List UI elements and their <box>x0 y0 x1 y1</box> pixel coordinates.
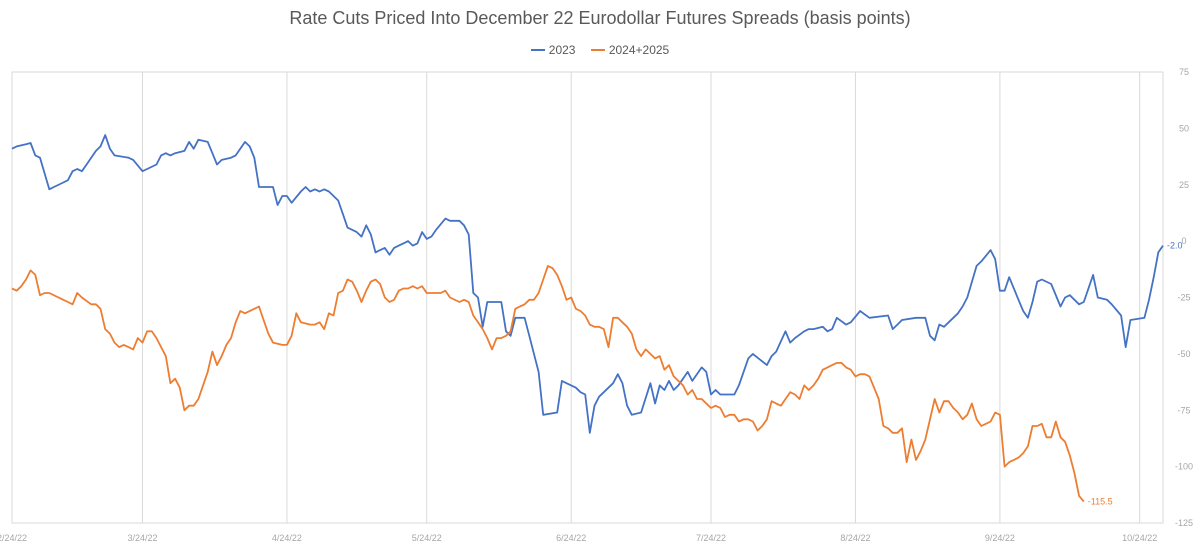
y-tick-label: -50 <box>1177 349 1190 359</box>
x-tick-label: 5/24/22 <box>412 533 442 543</box>
y-tick-label: 0 <box>1181 236 1186 246</box>
x-tick-label: 6/24/22 <box>556 533 586 543</box>
series-line-2023 <box>11 134 1164 434</box>
x-tick-label: 7/24/22 <box>696 533 726 543</box>
y-tick-label: -25 <box>1177 293 1190 303</box>
y-tick-label: -125 <box>1175 518 1193 528</box>
chart-legend: 2023 2024+2025 <box>0 40 1200 57</box>
end-value-label-2024-2025: -115.5 <box>1088 497 1113 507</box>
y-tick-label: -100 <box>1175 462 1193 472</box>
y-tick-label: -75 <box>1177 405 1190 415</box>
x-tick-label: 2/24/22 <box>0 533 27 543</box>
legend-label-2023: 2023 <box>548 43 576 57</box>
series-line-2024-2025 <box>11 265 1085 503</box>
plot-area <box>11 71 1164 524</box>
legend-item-2023: 2023 <box>530 43 576 57</box>
x-tick-label: 10/24/22 <box>1122 533 1157 543</box>
end-value-label-2023: -2.0 <box>1167 241 1183 251</box>
legend-swatch-2023 <box>530 49 545 51</box>
y-tick-label: 25 <box>1179 180 1189 190</box>
x-tick-label: 8/24/22 <box>840 533 870 543</box>
y-tick-label: 75 <box>1179 67 1189 77</box>
x-tick-label: 9/24/22 <box>985 533 1015 543</box>
legend-label-2024-2025: 2024+2025 <box>608 43 670 57</box>
y-tick-label: 50 <box>1179 123 1189 133</box>
x-tick-label: 3/24/22 <box>127 533 157 543</box>
chart-title: Rate Cuts Priced Into December 22 Eurodo… <box>289 8 911 28</box>
legend-item-2024-2025: 2024+2025 <box>590 43 670 57</box>
x-tick-label: 4/24/22 <box>272 533 302 543</box>
legend-swatch-2024-2025 <box>590 49 605 51</box>
